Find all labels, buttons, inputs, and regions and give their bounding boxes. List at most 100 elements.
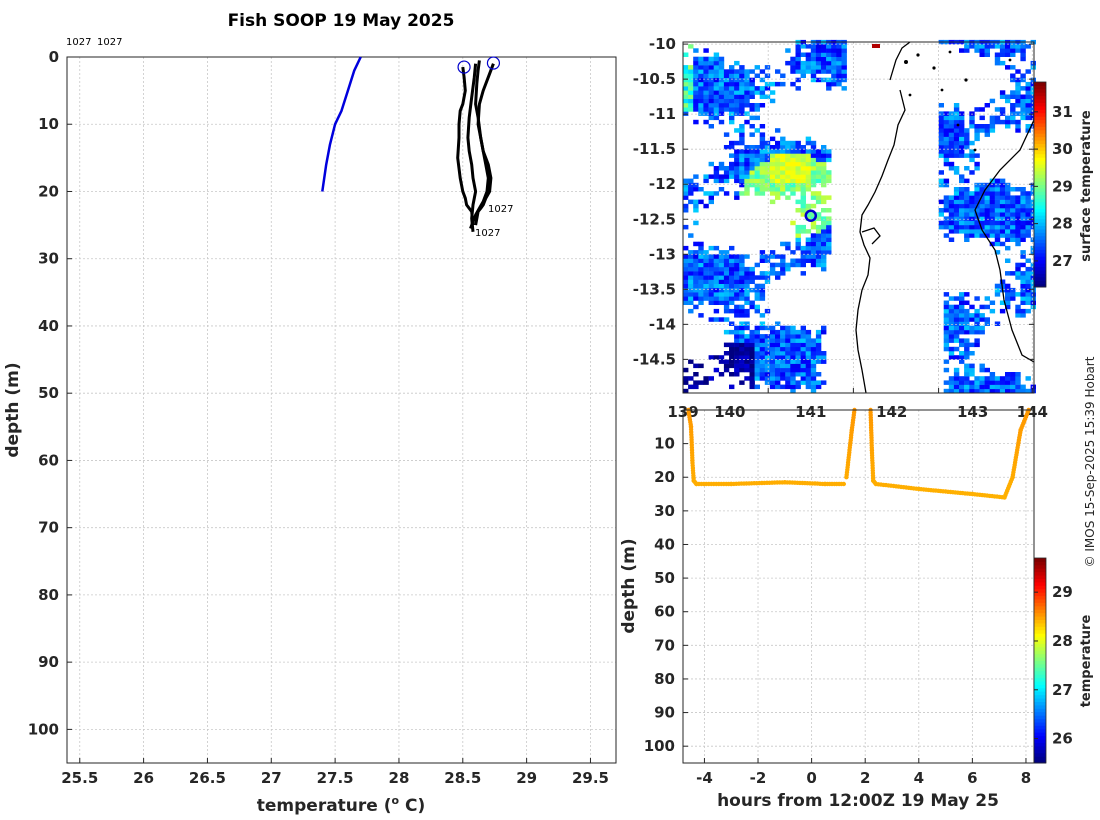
sst-cell [948,224,955,230]
sst-cell [989,216,996,221]
sst-cell [959,359,965,364]
sst-cell [759,258,766,263]
sst-cell [739,170,745,175]
sst-cell [994,376,1001,381]
sst-cell [790,376,796,381]
sst-cell [780,145,786,150]
sst-cell [754,65,760,70]
sst-cell [810,52,817,57]
sst-cell [718,258,725,263]
sst-cell [1010,115,1016,121]
sst-cell [821,157,827,163]
sst-cell [790,346,796,352]
depth-time-y-label: depth (m) [619,538,639,633]
sst-cell [836,77,842,83]
sst-cell [708,81,714,87]
sst-cell [815,334,822,339]
sst-cell [821,178,827,184]
colorbar-segment [1034,85,1046,90]
sst-cell [790,182,796,188]
sst-cell [734,258,740,263]
sst-cell [979,216,985,221]
sst-cell [815,359,822,364]
sst-cell [1025,81,1031,87]
sst-cell [739,140,745,146]
sst-cell [693,271,699,276]
sst-cell [1005,212,1011,217]
sst-cell [698,254,704,259]
sst-cell [959,174,965,179]
sst-cell [729,254,735,259]
dt-x-tick-label: -4 [696,769,713,787]
sst-cell [943,115,950,121]
sst-cell [688,254,694,259]
sst-cell [1015,216,1021,221]
sst-cell [749,69,755,74]
sst-cell [994,321,1001,326]
map-y-ticks: -10-10.5-11-11.5-12-12.5-13-13.5-14-14.5 [633,35,1034,368]
sst-cell [1005,388,1011,394]
sst-cell [734,367,740,373]
sst-cell [805,56,812,62]
colorbar-segment [1034,718,1046,723]
sst-cell [688,250,694,255]
start-marker [457,60,471,74]
sst-cell [795,166,801,171]
dt-y-tick-label: 80 [654,670,675,688]
sst-cell [759,292,766,297]
sst-cell [984,376,990,381]
sst-cell [1030,60,1036,66]
sst-cell [708,287,714,293]
sst-cell [795,140,801,146]
sst-cell [723,342,730,348]
sst-colorbar-label: surface temperature [1079,110,1094,262]
sst-cell [729,90,735,95]
sst-cell [1010,208,1016,213]
sst-cell [953,321,960,326]
sst-cell [683,182,689,188]
sst-cell [1015,266,1021,272]
sst-cell [943,203,950,209]
sst-cell [744,313,750,318]
sst-cell [1020,191,1026,196]
sst-cell [785,182,791,188]
sst-cell [938,212,944,217]
sst-cell [1010,73,1016,78]
sst-cell [729,161,735,167]
sst-cell [754,304,760,310]
sst-cell [800,342,806,348]
sst-cell [775,359,781,364]
sst-cell [785,241,791,247]
sst-cell [999,203,1006,209]
sst-cell [703,60,709,66]
sst-cell [1015,98,1021,104]
sst-cell [943,136,950,142]
sst-cell [703,258,709,263]
sst-cell [713,166,720,171]
chart-title: Fish SOOP 19 May 2025 [228,11,455,31]
sst-cell [739,77,745,83]
sst-cell [698,313,704,318]
sst-cell [1025,296,1031,301]
sst-cell [734,266,740,272]
sst-cell [775,153,781,158]
sst-cell [718,174,725,179]
colorbar-segment [1034,663,1046,668]
sst-cell [1005,258,1011,263]
sst-cell [943,233,950,238]
sst-cell [959,145,965,150]
sst-cell [739,132,745,137]
sst-cell [810,384,817,390]
sst-cell [785,245,791,251]
sst-cell [764,94,771,99]
sst-cell [739,334,745,339]
sst-cell [739,329,745,335]
sst-cell [769,178,776,184]
sst-cell [826,52,832,57]
sst-cell [764,86,771,91]
sst-cell [729,372,735,377]
sst-cell [708,199,714,205]
colorbar-segment [1034,691,1046,696]
sst-cell [769,145,776,150]
sst-cell [948,140,955,146]
